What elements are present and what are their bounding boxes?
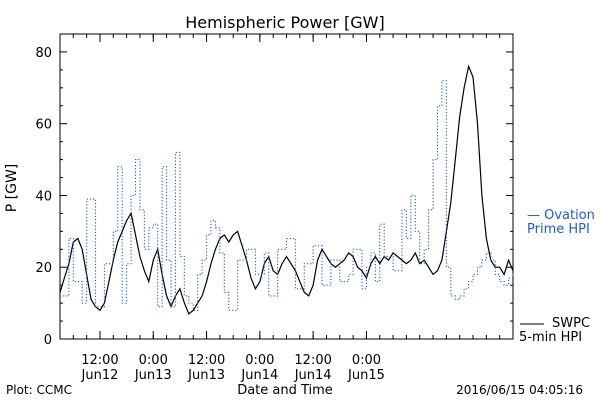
legend-swpc-line2: 5-min HPI xyxy=(519,330,582,345)
x-axis-label: Date and Time xyxy=(237,383,333,398)
x-tick-time: 0:00 xyxy=(139,353,168,368)
x-tick-date: Jun14 xyxy=(294,368,332,383)
y-axis: 0 20 40 60 80 xyxy=(35,46,513,348)
x-tick-date: Jun12 xyxy=(81,368,119,383)
footer-credit: Plot: CCMC xyxy=(6,383,72,397)
legend-swpc-line1: SWPC xyxy=(552,316,590,331)
x-tick-time: 0:00 xyxy=(352,353,381,368)
x-tick-date: Jun13 xyxy=(187,368,225,383)
footer-timestamp: 2016/06/15 04:05:16 xyxy=(456,383,583,397)
y-tick-label: 40 xyxy=(35,189,52,204)
y-tick-label: 20 xyxy=(35,261,52,276)
x-tick-time: 12:00 xyxy=(294,353,331,368)
series-swpc-5min-hpi xyxy=(59,64,514,315)
chart-title: Hemispheric Power [GW] xyxy=(185,13,384,32)
x-tick-time: 12:00 xyxy=(81,353,118,368)
x-tick-time: 12:00 xyxy=(188,353,225,368)
legend: — Ovation Prime HPI SWPC 5-min HPI xyxy=(519,208,595,345)
legend-ovation-line1: — Ovation xyxy=(527,208,595,223)
x-tick-date: Jun15 xyxy=(347,368,385,383)
x-axis: 12:00Jun120:00Jun1312:00Jun130:00Jun1412… xyxy=(59,34,514,383)
plot-frame xyxy=(59,33,514,340)
series-group xyxy=(59,64,514,315)
legend-ovation-line2: Prime HPI xyxy=(527,222,590,237)
y-axis-label: P [GW] xyxy=(4,164,20,213)
y-tick-label: 0 xyxy=(44,333,52,348)
y-tick-label: 60 xyxy=(35,118,52,133)
x-tick-time: 0:00 xyxy=(245,353,274,368)
x-tick-date: Jun14 xyxy=(240,368,278,383)
y-tick-label: 80 xyxy=(35,46,52,61)
series-ovation-prime-hpi xyxy=(60,80,514,311)
x-tick-date: Jun13 xyxy=(134,368,172,383)
